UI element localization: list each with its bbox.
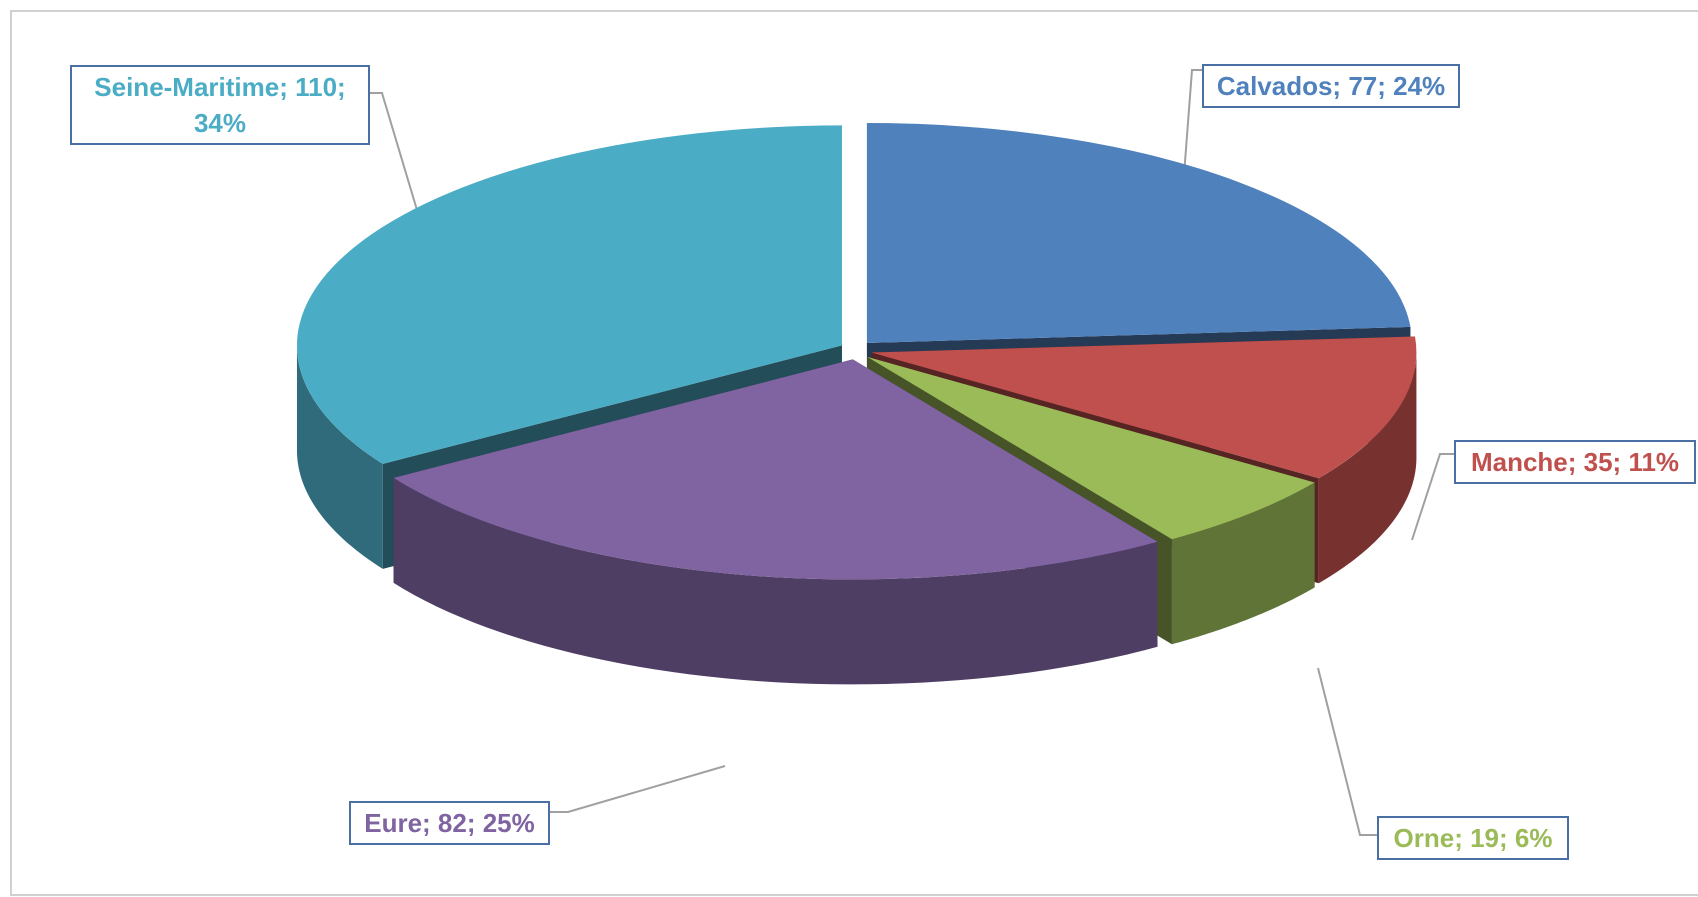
data-label: Orne; 19; 6%: [1377, 816, 1569, 860]
slice-top: [867, 356, 1315, 540]
data-label: Manche; 35; 11%: [1454, 440, 1696, 484]
pie: [296, 122, 1417, 685]
pie-slice: [393, 359, 1158, 685]
slice-wall: [1318, 352, 1417, 584]
data-label: Eure; 82; 25%: [349, 801, 550, 845]
slice-wall: [393, 477, 1158, 685]
slice-top: [393, 359, 1158, 580]
slice-top: [866, 122, 1411, 343]
leader-line: [370, 92, 421, 221]
leader-line: [1183, 69, 1202, 176]
leader-line: [550, 765, 726, 813]
slice-top: [296, 125, 842, 464]
leader-lines: [370, 69, 1454, 836]
slice-wall: [1171, 482, 1315, 645]
slice-top: [871, 336, 1417, 479]
chart-frame: [10, 10, 1698, 896]
data-label: Seine-Maritime; 110; 34%: [70, 65, 370, 145]
data-label: Calvados; 77; 24%: [1202, 64, 1460, 108]
slice-wall: [296, 345, 383, 569]
leader-line: [1411, 453, 1454, 541]
leader-line: [1317, 667, 1377, 836]
